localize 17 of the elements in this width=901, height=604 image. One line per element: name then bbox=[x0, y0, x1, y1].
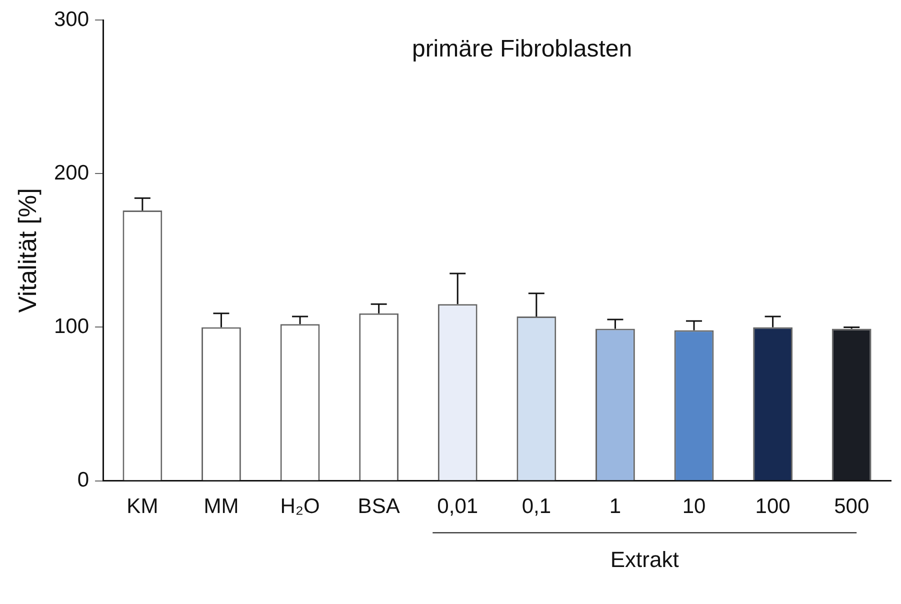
x-tick-label: BSA bbox=[358, 495, 400, 518]
x-tick-label: 500 bbox=[834, 495, 870, 518]
x-tick-label: 0,1 bbox=[522, 495, 552, 518]
x-tick-label: 0,01 bbox=[437, 495, 478, 518]
y-tick-label: 100 bbox=[54, 314, 90, 338]
x-tick-label: KM bbox=[126, 495, 158, 518]
x-tick-label: 1 bbox=[609, 495, 622, 518]
y-axis-title: Vitalität [%] bbox=[14, 188, 42, 313]
text: primäre Fibroblasten bbox=[412, 36, 632, 63]
x-tick-label: 10 bbox=[682, 495, 706, 518]
x-tick-label: 100 bbox=[755, 495, 790, 518]
x-tick-label: MM bbox=[204, 495, 239, 518]
y-tick-label: 0 bbox=[77, 468, 90, 492]
y-tick-label: 200 bbox=[54, 161, 90, 184]
y-tick-label: 300 bbox=[54, 8, 90, 31]
x-tick-label: H₂O bbox=[280, 495, 320, 518]
text: Extrakt bbox=[610, 546, 679, 572]
